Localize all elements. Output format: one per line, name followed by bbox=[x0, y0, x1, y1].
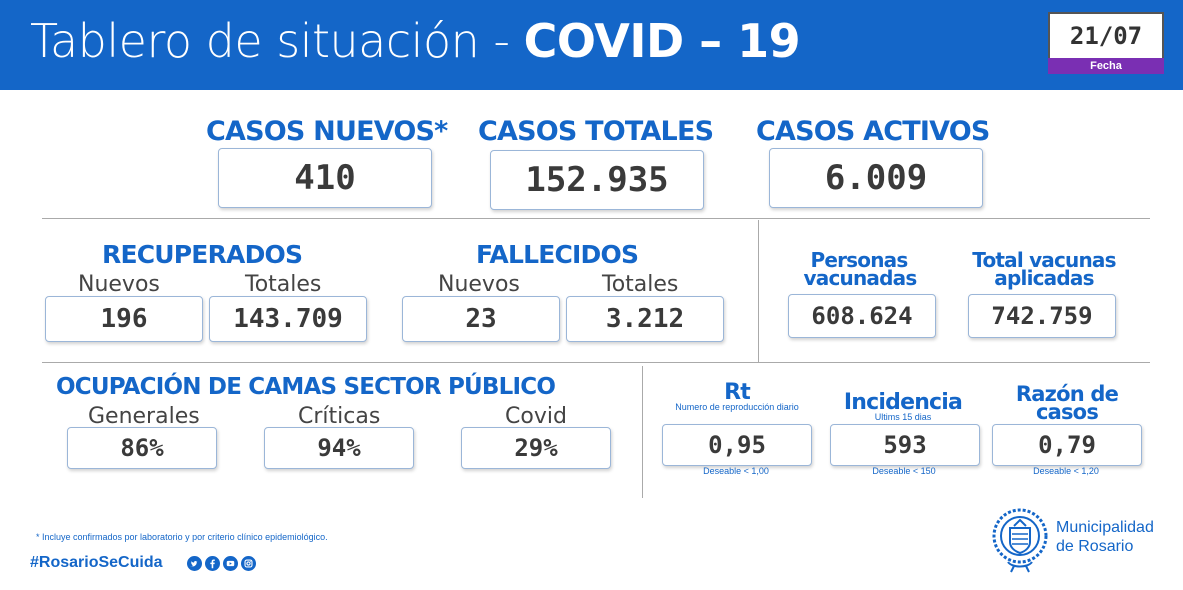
total-vacunas-label-1: Total vacunas bbox=[972, 248, 1116, 272]
rt-value: 0,95 bbox=[662, 424, 812, 466]
razon-label-2: casos bbox=[1035, 400, 1099, 424]
recuperados-nuevos-value: 196 bbox=[45, 296, 203, 342]
divider-vertical-2 bbox=[642, 366, 643, 498]
recuperados-nuevos-label: Nuevos bbox=[78, 272, 160, 297]
date-box: 21/07 Fecha bbox=[1048, 12, 1164, 74]
total-vacunas-label-2: aplicadas bbox=[994, 266, 1094, 290]
camas-generales-value: 86% bbox=[67, 427, 217, 469]
casos-totales-label: CASOS TOTALES bbox=[478, 116, 714, 147]
rt-target: Deseable < 1,00 bbox=[703, 466, 769, 476]
incidencia-target: Deseable < 150 bbox=[872, 466, 936, 476]
fallecidos-nuevos-label: Nuevos bbox=[438, 272, 520, 297]
casos-activos-value: 6.009 bbox=[769, 148, 983, 208]
hashtag: #RosarioSeCuida bbox=[30, 554, 163, 571]
camas-criticas-label: Críticas bbox=[298, 404, 381, 429]
twitter-icon[interactable] bbox=[187, 556, 202, 571]
camas-generales-label: Generales bbox=[88, 404, 200, 429]
incidencia-label: Incidencia bbox=[843, 390, 963, 415]
divider-top bbox=[42, 218, 1150, 219]
municipalidad-line-1: Municipalidad bbox=[1056, 519, 1154, 536]
municipalidad-logo bbox=[992, 508, 1048, 573]
youtube-icon[interactable] bbox=[223, 556, 238, 571]
personas-vacunadas-value: 608.624 bbox=[788, 294, 936, 338]
fallecidos-totales-label: Totales bbox=[602, 272, 679, 297]
facebook-icon[interactable] bbox=[205, 556, 220, 571]
title-bold: COVID – 19 bbox=[523, 14, 801, 68]
incidencia-sub: Ultims 15 dias bbox=[874, 412, 932, 422]
fallecidos-nuevos-value: 23 bbox=[402, 296, 560, 342]
fallecidos-totales-value: 3.212 bbox=[566, 296, 724, 342]
casos-totales-value: 152.935 bbox=[490, 150, 704, 210]
title-light: Tablero de situación - bbox=[30, 14, 524, 68]
rt-sub: Numero de reproducción diario bbox=[675, 402, 799, 412]
casos-activos-label: CASOS ACTIVOS bbox=[756, 116, 990, 147]
footnote: * Incluye confirmados por laboratorio y … bbox=[36, 532, 328, 542]
incidencia-value: 593 bbox=[830, 424, 980, 466]
fallecidos-label: FALLECIDOS bbox=[476, 240, 639, 269]
camas-criticas-value: 94% bbox=[264, 427, 414, 469]
date-value: 21/07 bbox=[1048, 12, 1164, 58]
razon-value: 0,79 bbox=[992, 424, 1142, 466]
rt-label: Rt bbox=[724, 380, 751, 405]
instagram-icon[interactable] bbox=[241, 556, 256, 571]
recuperados-totales-value: 143.709 bbox=[209, 296, 367, 342]
casos-nuevos-label: CASOS NUEVOS* bbox=[206, 116, 448, 147]
personas-vacunadas-label-2: vacunadas bbox=[803, 266, 918, 290]
page-title: Tablero de situación - COVID – 19 bbox=[30, 14, 801, 68]
personas-vacunadas-label-1: Personas bbox=[810, 248, 909, 272]
total-vacunas-value: 742.759 bbox=[968, 294, 1116, 338]
camas-label: OCUPACIÓN DE CAMAS SECTOR PÚBLICO bbox=[56, 374, 556, 400]
camas-covid-label: Covid bbox=[505, 404, 567, 429]
recuperados-label: RECUPERADOS bbox=[102, 240, 303, 269]
divider-middle bbox=[42, 362, 1150, 363]
razon-label-1: Razón de bbox=[1015, 382, 1119, 406]
header-bar: Tablero de situación - COVID – 19 21/07 … bbox=[0, 0, 1183, 90]
recuperados-totales-label: Totales bbox=[245, 272, 322, 297]
municipalidad-line-2: de Rosario bbox=[1056, 538, 1134, 555]
divider-vertical-1 bbox=[758, 220, 759, 362]
casos-nuevos-value: 410 bbox=[218, 148, 432, 208]
razon-target: Deseable < 1,20 bbox=[1033, 466, 1099, 476]
camas-covid-value: 29% bbox=[461, 427, 611, 469]
municipalidad-text: Municipalidad de Rosario bbox=[1056, 518, 1154, 556]
date-label: Fecha bbox=[1048, 58, 1164, 74]
